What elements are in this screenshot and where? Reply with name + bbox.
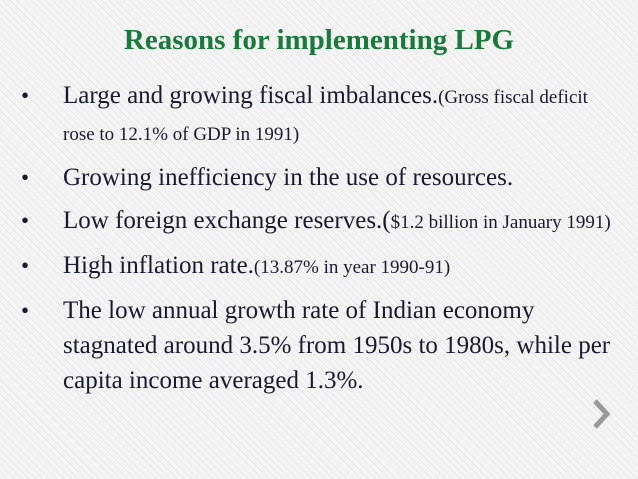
bullet-main-text: Large and growing fiscal imbalances. [63, 82, 439, 109]
bullet-main-text: The low annual growth rate of Indian eco… [63, 297, 611, 394]
bullet-detail-text: (Gross fiscal deficit rose to 12.1% of G… [63, 87, 588, 145]
bullet-marker: • [21, 298, 30, 323]
bullet-marker: • [21, 253, 30, 278]
bullet-item-inefficiency: • Growing inefficiency in the use of res… [0, 160, 638, 195]
bullet-text: Low foreign exchange reserves.($1.2 bill… [63, 203, 614, 240]
bullet-detail-text: (13.87% in year 1990-91) [253, 257, 451, 278]
bullet-marker: • [21, 83, 30, 108]
bullet-text: Growing inefficiency in the use of resou… [63, 160, 614, 195]
bullet-detail-text: $1.2 billion in January 1991) [390, 212, 611, 233]
bullet-item-inflation: • High inflation rate.(13.87% in year 19… [0, 248, 638, 285]
bullet-marker: • [21, 208, 30, 233]
bullet-item-fiscal-imbalance: • Large and growing fiscal imbalances.(G… [0, 78, 638, 152]
bullet-list: • Large and growing fiscal imbalances.(G… [0, 78, 638, 406]
bullet-text: The low annual growth rate of Indian eco… [63, 293, 614, 398]
bullet-item-growth-rate: • The low annual growth rate of Indian e… [0, 293, 638, 398]
bullet-text: High inflation rate.(13.87% in year 1990… [63, 248, 614, 285]
bullet-main-text: Low foreign exchange reserves.( [63, 207, 391, 234]
bullet-main-text: Growing inefficiency in the use of resou… [63, 164, 514, 191]
chevron-right-icon[interactable] [590, 396, 612, 432]
bullet-text: Large and growing fiscal imbalances.(Gro… [63, 78, 614, 152]
slide-title: Reasons for implementing LPG [123, 24, 515, 56]
bullet-main-text: High inflation rate. [63, 252, 254, 279]
bullet-item-forex-reserves: • Low foreign exchange reserves.($1.2 bi… [0, 203, 638, 240]
bullet-marker: • [21, 165, 30, 190]
